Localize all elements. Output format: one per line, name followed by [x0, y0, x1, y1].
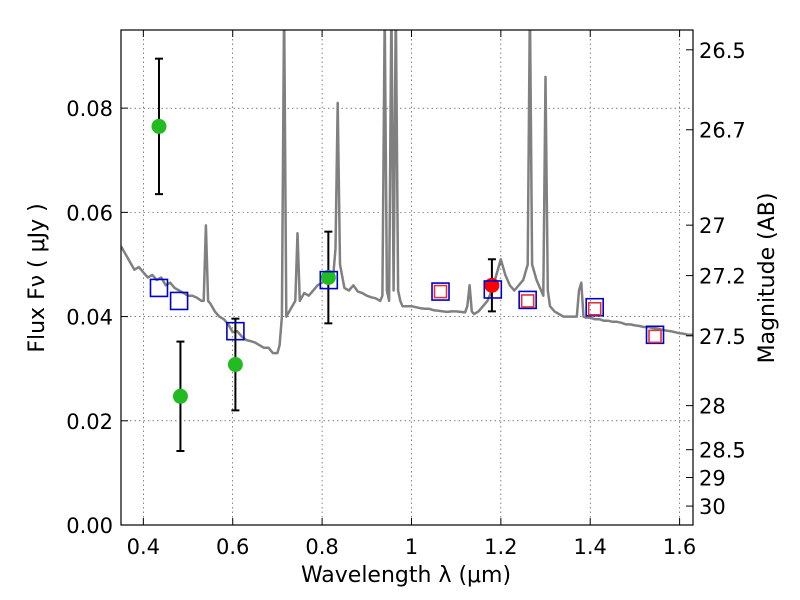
- grid: [121, 30, 693, 526]
- model-photometry-square-red: [520, 294, 535, 308]
- model-photometry-square: [431, 282, 450, 301]
- y-tick-label: 0.02: [66, 410, 113, 434]
- x-tick-label: 1: [405, 535, 418, 559]
- observed-point-red: [484, 277, 500, 293]
- x-tick-label: 1.6: [663, 535, 696, 559]
- mag-tick-label: 28: [699, 395, 726, 419]
- model-photometry-square: [169, 291, 189, 311]
- mag-tick-label: 29: [699, 466, 726, 490]
- x-axis-title: Wavelength λ (μm): [301, 563, 511, 588]
- y-tick-label: 0.06: [66, 201, 113, 225]
- mag-tick-label: 30: [699, 495, 726, 519]
- mag-tick-label: 27.2: [699, 265, 746, 289]
- plot-frame: [120, 29, 694, 526]
- x-tick-label: 1.2: [484, 535, 517, 559]
- plot-area: [121, 30, 693, 453]
- model-spectrum-line: [121, 30, 693, 355]
- mag-tick-label: 26.7: [699, 119, 746, 143]
- model-photometry-square: [645, 325, 665, 345]
- model-photometry-square: [226, 321, 245, 341]
- mag-tick-label: 28.5: [699, 439, 746, 463]
- y-tick-label: 0.00: [66, 514, 113, 538]
- y-tick-label: 0.04: [66, 306, 113, 330]
- observed-point-green: [172, 388, 188, 404]
- observed-point-green: [320, 270, 336, 285]
- mag-tick-label: 27.5: [699, 325, 746, 349]
- model-photometry-square: [585, 297, 604, 317]
- y-axis-right-title: Magnitude (AB): [755, 193, 780, 364]
- mag-tick-label: 26.5: [699, 39, 746, 63]
- model-photometry-square-red: [433, 284, 448, 299]
- x-tick-label: 0.4: [127, 535, 160, 559]
- model-photometry-square: [149, 278, 169, 298]
- x-tick-label: 0.8: [305, 535, 338, 559]
- y-axis-right-title-text: Magnitude (AB): [755, 193, 780, 364]
- observed-point-green: [151, 118, 167, 134]
- model-photometry-square-red: [648, 329, 662, 344]
- y-tick-label: 0.08: [66, 97, 113, 121]
- model-photometry-square: [319, 270, 339, 290]
- x-tick-label: 1.4: [574, 535, 607, 559]
- observed-point-green: [227, 357, 243, 373]
- y-axis-title: Flux Fν ( μJy ): [25, 203, 50, 352]
- model-photometry-square-red: [587, 301, 602, 316]
- x-axis-title-text: Wavelength λ (μm): [301, 563, 511, 588]
- model-photometry-square: [518, 290, 537, 310]
- x-tick-label: 0.6: [216, 535, 249, 559]
- mag-tick-label: 27: [699, 214, 726, 238]
- y-axis-title-text: Flux Fν ( μJy ): [25, 203, 50, 352]
- axes: 0.4 0.6 0.8 1 1.2 1.4 1.6 0.00 0.02 0.04 0.06 0.08 2…: [66, 30, 746, 559]
- model-photometry-square: [483, 280, 503, 299]
